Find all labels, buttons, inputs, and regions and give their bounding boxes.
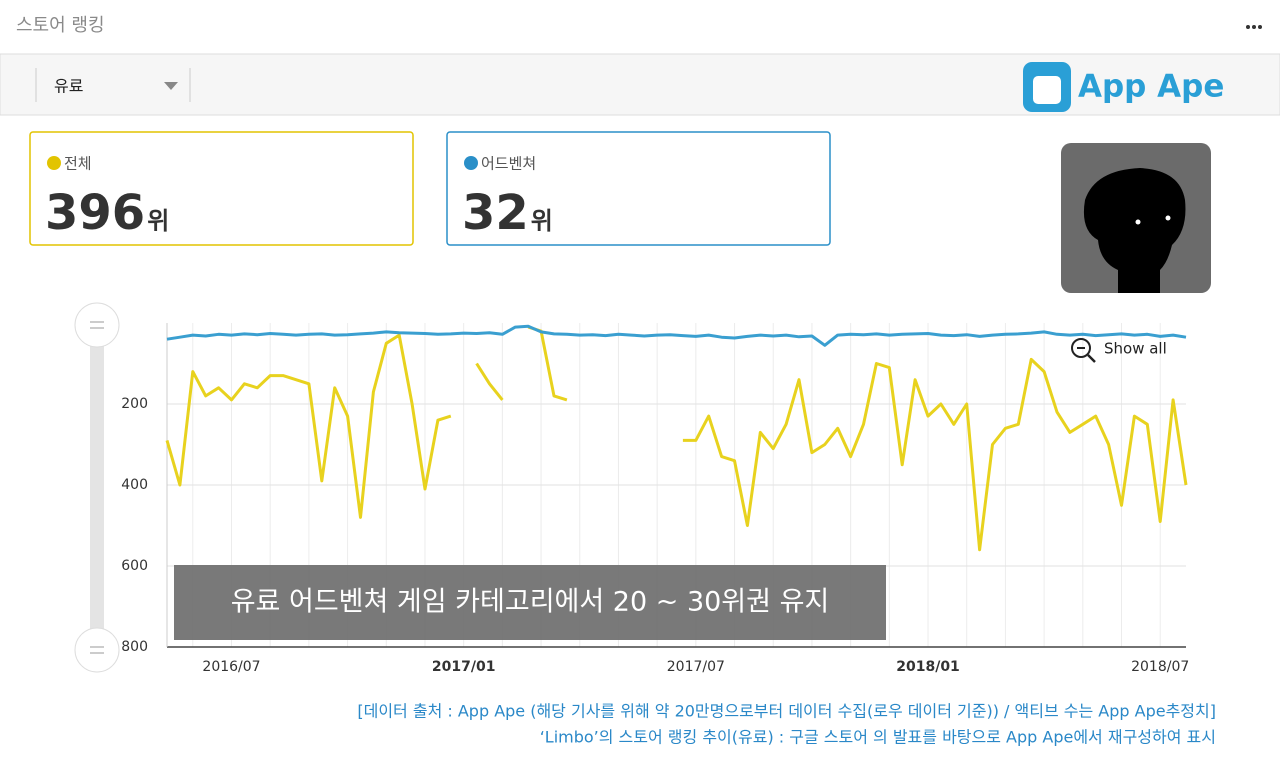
y-tick-label: 800 <box>121 639 148 655</box>
card-rank: 396 <box>45 185 145 241</box>
legend-dot <box>47 156 61 170</box>
range-track <box>90 325 104 650</box>
eye <box>1165 215 1171 221</box>
more-menu[interactable] <box>1246 25 1262 29</box>
y-tick-label: 200 <box>121 396 148 412</box>
footer-line: ‘Limbo’의 스토어 랭킹 추이(유료) : 구글 스토어 의 발표를 바탕… <box>540 728 1216 747</box>
series-line <box>166 324 1187 347</box>
page-title: 스토어 랭킹 <box>16 15 105 36</box>
caption: 유료 어드벤쳐 게임 카테고리에서 20 ~ 30위권 유지 <box>231 587 830 618</box>
filter-dropdown[interactable]: 유료 <box>54 77 178 96</box>
x-tick-label: 2017/01 <box>432 659 496 675</box>
dropdown-arrow <box>164 82 178 90</box>
card-unit: 위 <box>147 207 169 235</box>
caption-box <box>174 565 886 640</box>
logo-face <box>1033 76 1061 104</box>
eye <box>1135 219 1141 225</box>
x-tick-label: 2017/07 <box>667 659 725 675</box>
x-tick-label: 2018/01 <box>896 659 960 675</box>
stat-card <box>29 131 414 246</box>
card-rank: 32 <box>462 185 529 241</box>
stat-card <box>446 131 831 246</box>
title-bar <box>0 0 1280 54</box>
filter-label: 유료 <box>54 77 83 96</box>
y-tick-label: 400 <box>121 477 148 493</box>
card-unit: 위 <box>531 207 553 235</box>
footer-line: [데이터 출처 : App Ape (해당 기사를 위해 약 20만명으로부터 … <box>357 702 1216 721</box>
range-handle[interactable] <box>74 302 120 348</box>
card-label: 어드벤쳐 <box>481 155 536 173</box>
y-tick-label: 600 <box>121 558 148 574</box>
range-handle[interactable] <box>74 627 120 673</box>
series-line <box>165 325 1188 552</box>
app-icon-figure <box>1083 168 1186 293</box>
x-tick-label: 2016/07 <box>202 659 260 675</box>
show-all-label: Show all <box>1104 340 1167 358</box>
logo-text: App Ape <box>1078 69 1224 105</box>
x-tick-label: 2018/07 <box>1131 659 1189 675</box>
show-all-button[interactable]: Show all <box>1071 338 1167 363</box>
card-label: 전체 <box>64 155 92 173</box>
legend-dot <box>464 156 478 170</box>
